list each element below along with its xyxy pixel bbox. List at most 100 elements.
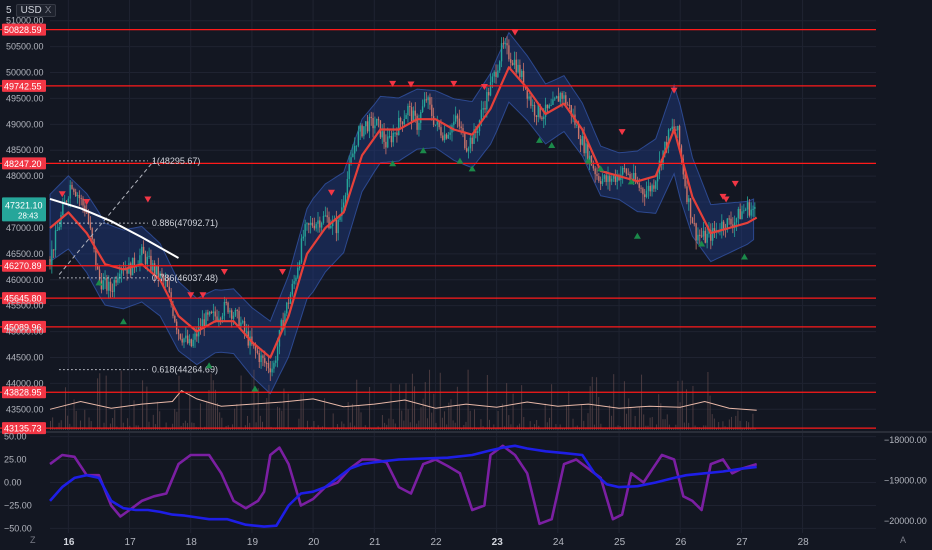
candle-body (324, 215, 327, 217)
volume-bar (146, 386, 148, 430)
auto-scale-toggle[interactable]: A (900, 535, 907, 545)
volume-bar (92, 427, 94, 430)
level-tag[interactable] (2, 386, 46, 399)
candle-body (609, 175, 611, 182)
candle-body (711, 228, 714, 241)
current-price-tag[interactable] (2, 197, 46, 222)
candle-body (401, 121, 404, 125)
volume-bar (446, 424, 448, 430)
candle-body (625, 169, 628, 174)
candle-body (532, 104, 534, 106)
volume-bar (563, 427, 565, 430)
candle-body (721, 221, 723, 232)
level-tag[interactable] (2, 23, 46, 36)
cumulative-line[interactable] (49, 444, 757, 528)
volume-bar (690, 427, 692, 430)
volume-bar (120, 370, 122, 430)
date-tick-label: 28 (798, 537, 810, 548)
candle-body (293, 281, 295, 284)
volume-bar (426, 418, 428, 430)
currency-badge[interactable]: USD X (15, 4, 57, 17)
volume-bar (184, 420, 186, 430)
level-tag[interactable] (2, 79, 46, 92)
oscillator-line[interactable] (49, 444, 758, 526)
white-trend-curve[interactable] (49, 197, 179, 259)
candle-body (240, 322, 242, 328)
price-axis[interactable]: 51000.00 50500.00 50000.00 49500.00 49000.00… (2, 16, 46, 415)
candle-body (623, 167, 626, 170)
volume-bar (118, 427, 120, 430)
price-tick-label: 49500.00 (6, 93, 44, 103)
candle-body (196, 333, 198, 337)
candle-body (376, 118, 378, 126)
date-tick-label: 20 (308, 537, 320, 548)
candle-body (521, 70, 523, 77)
candle-body (175, 321, 178, 330)
volume-bar (208, 390, 210, 430)
candle-body (388, 136, 391, 138)
support-resistance-lines[interactable]: 50828.59 49742.55 48247.20 46270.89 45645.80… (0, 23, 876, 435)
candle-body (179, 334, 182, 339)
volume-bar (390, 383, 392, 430)
volume-bar (253, 369, 255, 430)
sell-signal (58, 191, 66, 198)
volume-bar (294, 427, 296, 430)
candle-body (357, 131, 360, 146)
volume-bar (274, 427, 276, 430)
ind-left-tick: −25.00 (4, 500, 32, 510)
timezone-toggle[interactable]: Z (30, 535, 36, 545)
volume-bar (454, 422, 456, 430)
fib-trend-line[interactable] (58, 160, 155, 275)
level-tag[interactable] (2, 292, 46, 305)
candle-body (302, 236, 305, 239)
volume-bar (64, 387, 66, 430)
volume-bar (358, 405, 360, 430)
price-tick-label: 50500.00 (6, 42, 44, 52)
buy-signal (119, 318, 127, 325)
volume-bar (300, 393, 302, 430)
candle-body (566, 104, 569, 106)
volume-bar (172, 423, 174, 430)
trend-curve[interactable] (49, 197, 179, 259)
interval-label[interactable]: 5 (6, 5, 12, 16)
volume-bar (178, 375, 180, 430)
fibonacci-retracement[interactable]: 1(48295.67) 0.886(47092.71) 0.786(46037.48… (58, 156, 218, 375)
volume-bar (433, 393, 435, 430)
candle-body (638, 183, 640, 188)
candle-body (454, 115, 457, 122)
volume-bar (296, 427, 298, 430)
candle-body (205, 312, 207, 327)
level-tag[interactable] (2, 422, 46, 435)
candle-body (418, 122, 420, 130)
candle-body (51, 249, 53, 266)
candle-body (313, 225, 316, 229)
candle-body (342, 202, 345, 208)
candle-body (693, 223, 695, 225)
volume-bar (444, 411, 446, 430)
volume-bar (536, 420, 538, 430)
candle-body (653, 185, 655, 189)
candle-body (489, 82, 492, 96)
candle-body (686, 186, 688, 203)
close-icon[interactable]: X (44, 5, 52, 16)
candle-body (440, 127, 442, 136)
volume-bar (90, 421, 92, 430)
currency-label: USD (20, 5, 42, 16)
volume-bar (159, 411, 161, 430)
indicator-pane[interactable]: 50.00 25.00 0.00 −25.00 −50.00 −18000.00 −1900… (4, 432, 927, 534)
date-axis[interactable]: 16 17 18 19 20 21 22 23 24 25 26 27 28 (63, 537, 809, 548)
level-tag[interactable] (2, 259, 46, 272)
candle-body (598, 176, 600, 182)
candle-body (449, 132, 451, 135)
symbol-header[interactable]: 5 USD X (6, 4, 57, 17)
candle-body (541, 117, 543, 120)
level-tag[interactable] (2, 320, 46, 333)
volume-bar (735, 415, 737, 430)
candle-body (722, 221, 725, 229)
level-tag[interactable] (2, 157, 46, 170)
volume-bar (112, 418, 114, 430)
candle-body (605, 175, 607, 182)
ind-right-tick: −20000.00 (884, 516, 927, 526)
volume-bar (529, 421, 531, 430)
